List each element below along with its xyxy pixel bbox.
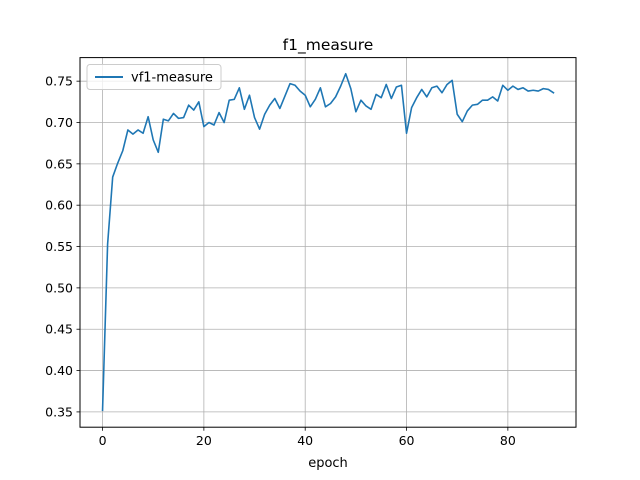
series-line-vf1-measure [101, 72, 555, 412]
legend-label: vf1-measure [131, 71, 213, 86]
x-tick-label: 60 [399, 433, 415, 448]
legend: vf1-measure [86, 64, 222, 90]
series-layer [101, 72, 555, 412]
plot-frame [79, 57, 577, 428]
chart-title: f1_measure [283, 36, 374, 55]
y-tick-label: 0.50 [45, 280, 73, 295]
y-tick-label: 0.35 [45, 404, 73, 419]
y-tick-label: 0.70 [45, 115, 73, 130]
y-tick-label: 0.55 [45, 239, 73, 254]
y-tick-label: 0.45 [45, 322, 73, 337]
y-tick-label: 0.65 [45, 156, 73, 171]
plot-area [80, 57, 576, 428]
x-tick-label: 80 [500, 433, 516, 448]
y-tick-label: 0.40 [45, 363, 73, 378]
x-tick-label: 0 [99, 433, 107, 448]
axis-ticks: 0 20 40 60 80 0.35 0.40 0.45 0.50 0.55 0.60 0.65 0.7… [45, 74, 516, 449]
grid-lines [80, 57, 576, 428]
y-tick-label: 0.60 [45, 198, 73, 213]
x-axis-label: epoch [308, 456, 348, 471]
x-tick-label: 40 [297, 433, 313, 448]
y-tick-label: 0.75 [45, 74, 73, 89]
x-tick-label: 20 [196, 433, 212, 448]
legend-box [86, 64, 222, 90]
